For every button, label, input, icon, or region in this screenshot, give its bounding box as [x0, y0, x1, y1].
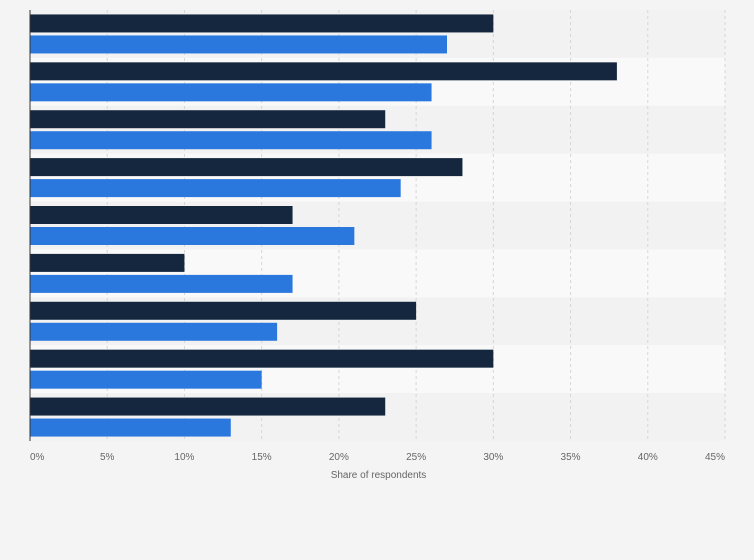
x-tick-label: 45%: [705, 452, 725, 463]
bar-series-2[interactable]: [30, 83, 432, 102]
bar-series-1[interactable]: [30, 62, 617, 81]
bar-series-2[interactable]: [30, 274, 293, 293]
bar-series-2[interactable]: [30, 370, 262, 389]
x-tick-label: 10%: [174, 452, 194, 463]
x-tick-label: 25%: [406, 452, 426, 463]
bar-series-1[interactable]: [30, 397, 386, 416]
bar-series-1[interactable]: [30, 206, 293, 224]
x-axis-title: Share of respondents: [331, 470, 427, 481]
x-tick-label: 20%: [329, 452, 349, 463]
bar-series-1[interactable]: [30, 301, 417, 320]
x-tick-label: 40%: [638, 452, 658, 463]
bar-series-2[interactable]: [30, 131, 432, 150]
bar-series-1[interactable]: [30, 158, 463, 177]
x-axis-ticks: 0% 5% 10% 15% 20% 25% 30% 35% 40% 45%: [30, 452, 725, 463]
bar-series-2[interactable]: [30, 418, 231, 437]
bar-series-2[interactable]: [30, 322, 278, 341]
bar-series-1[interactable]: [30, 14, 494, 33]
bar-series-2[interactable]: [30, 35, 447, 54]
bars: [30, 14, 617, 437]
x-tick-label: 0%: [30, 452, 45, 463]
x-tick-label: 30%: [483, 452, 503, 463]
x-tick-label: 15%: [252, 452, 272, 463]
bar-series-1[interactable]: [30, 110, 386, 129]
bar-series-2[interactable]: [30, 179, 401, 198]
x-tick-label: 5%: [100, 452, 115, 463]
bar-series-2[interactable]: [30, 227, 355, 245]
bar-series-1[interactable]: [30, 253, 185, 272]
bar-series-1[interactable]: [30, 349, 494, 368]
x-tick-label: 35%: [561, 452, 581, 463]
